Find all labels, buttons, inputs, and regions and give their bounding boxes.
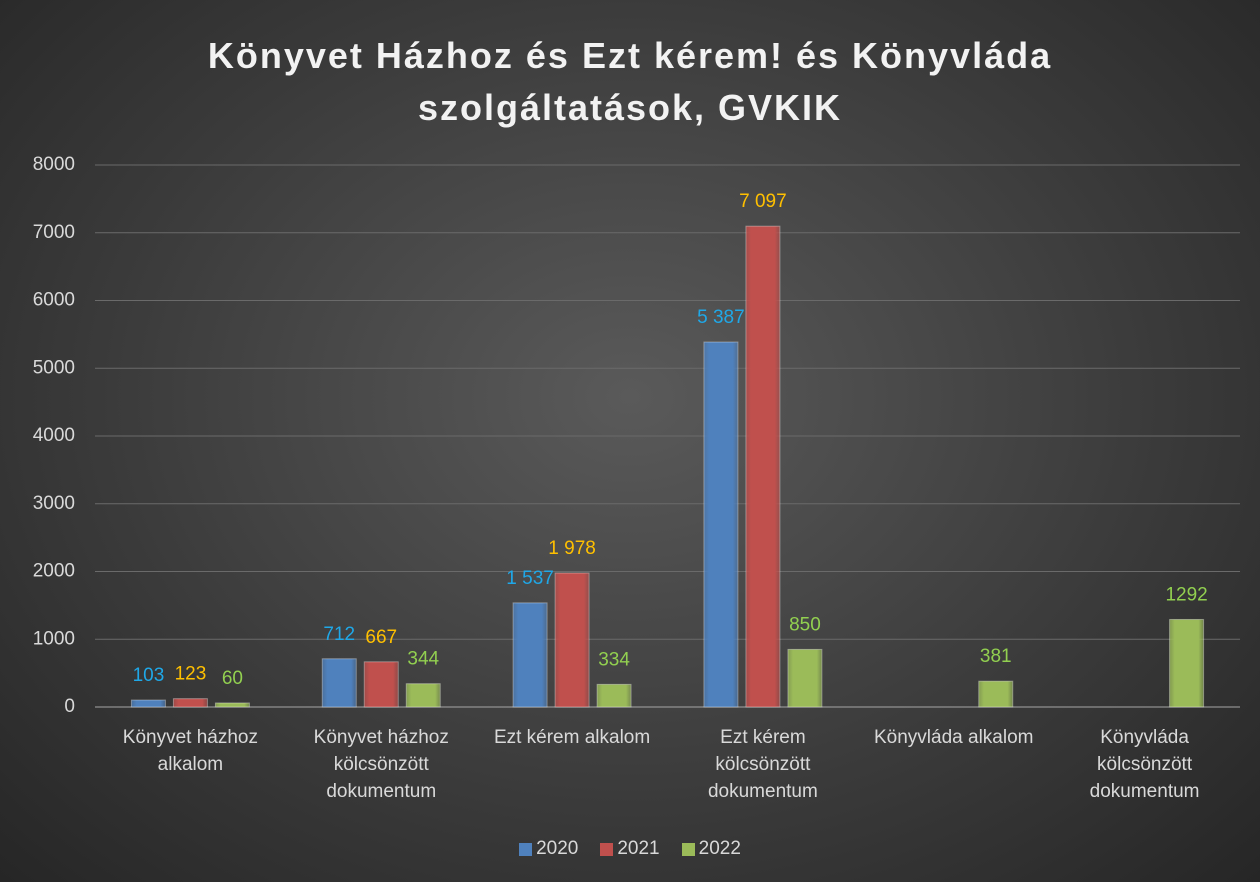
bar [405, 683, 441, 708]
bar [554, 572, 590, 708]
x-tick-label: Könyvláda alkalom [874, 727, 1034, 748]
x-tick-label: Könyvet házhoz alkalom [122, 727, 258, 775]
legend-label: 2022 [698, 838, 741, 859]
y-tick-label: 0 [64, 696, 75, 717]
data-label: 7 097 [739, 191, 787, 212]
bar [214, 702, 250, 708]
data-label: 123 [175, 664, 207, 685]
data-label: 667 [365, 627, 397, 648]
data-label: 1 978 [548, 538, 596, 559]
data-label: 712 [323, 624, 355, 645]
y-tick-label: 6000 [33, 290, 75, 311]
data-label: 5 387 [697, 307, 745, 328]
x-tick-label: Könyvet házhoz kölcsönzött dokumentum [313, 727, 449, 802]
bar [703, 341, 739, 708]
bar [745, 225, 781, 708]
bar [172, 698, 208, 708]
x-tick-label: Könyvláda kölcsönzött dokumentum [1089, 727, 1200, 802]
legend-label: 2020 [536, 838, 579, 859]
data-label: 60 [222, 668, 243, 689]
y-tick-label: 3000 [33, 493, 75, 514]
data-label: 334 [598, 649, 630, 670]
data-label: 344 [407, 649, 439, 670]
bar [978, 680, 1014, 708]
bar [321, 658, 357, 708]
bar [130, 699, 166, 708]
data-label: 850 [789, 614, 821, 635]
legend: 2020 2021 2022 [0, 838, 1260, 860]
legend-item: 2022 [681, 838, 741, 860]
bar [1169, 618, 1205, 708]
y-tick-label: 1000 [33, 628, 75, 649]
data-label: 1292 [1165, 584, 1207, 605]
y-tick-label: 2000 [33, 561, 75, 582]
bar [596, 683, 632, 708]
y-tick-label: 5000 [33, 357, 75, 378]
data-label: 381 [980, 646, 1012, 667]
bar [512, 602, 548, 708]
bar [363, 661, 399, 708]
data-label: 1 537 [506, 568, 554, 589]
y-tick-label: 8000 [33, 154, 75, 175]
x-tick-label: Ezt kérem kölcsönzött dokumentum [707, 727, 818, 802]
legend-swatch [519, 842, 533, 856]
data-label: 103 [133, 665, 165, 686]
x-tick-label: Ezt kérem alkalom [493, 727, 651, 748]
legend-item: 2020 [519, 838, 578, 860]
legend-label: 2021 [617, 838, 660, 859]
chart-title: Könyvet Házhoz és Ezt kérem! és Könyvlád… [207, 35, 1053, 128]
bar [787, 648, 823, 708]
y-tick-label: 4000 [33, 425, 75, 446]
legend-swatch [681, 842, 695, 856]
legend-swatch [600, 842, 614, 856]
legend-item: 2021 [600, 838, 660, 860]
y-tick-label: 7000 [33, 222, 75, 243]
